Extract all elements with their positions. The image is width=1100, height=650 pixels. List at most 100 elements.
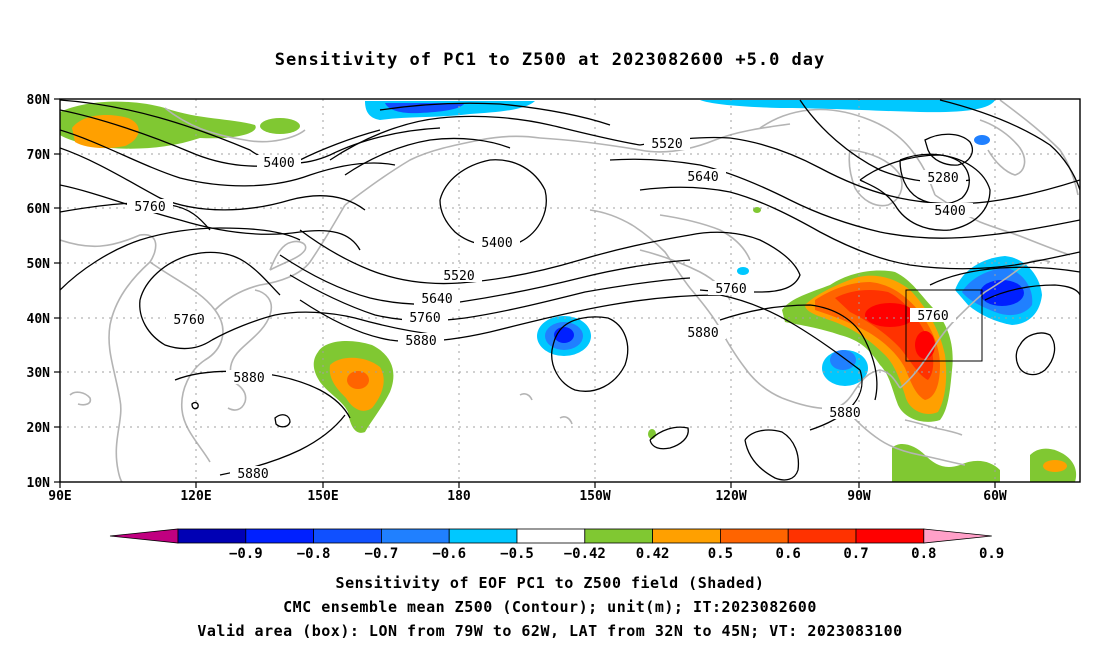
colorbar-extend-low <box>109 528 179 544</box>
contour-label: 5760 <box>127 199 173 215</box>
svg-text:5280: 5280 <box>927 171 958 186</box>
map-title: Sensitivity of PC1 to Z500 at 2023082600… <box>274 50 826 70</box>
lon-label: 180 <box>447 489 471 504</box>
lat-label: 50N <box>27 257 51 272</box>
colorbar-tick-label: 0.6 <box>776 546 801 562</box>
svg-text:5760: 5760 <box>715 282 746 297</box>
svg-text:5880: 5880 <box>233 371 264 386</box>
colorbar-tick-label: −0.7 <box>365 546 399 562</box>
lat-label: 70N <box>27 148 51 163</box>
shade-negative-ne-small <box>974 135 990 145</box>
lat-label: 60N <box>27 202 51 217</box>
contour-label: 5400 <box>474 235 520 251</box>
lon-label: 120E <box>180 489 211 504</box>
lon-label: 60W <box>983 489 1007 504</box>
colorbar-tick-label: −0.9 <box>229 546 263 562</box>
contour-label: 5880 <box>398 333 444 349</box>
shade-negative-north-core <box>385 103 465 114</box>
contour-label: 5880 <box>230 466 276 482</box>
colorbar-segment <box>720 528 789 544</box>
tick-marks <box>54 98 996 488</box>
shade-negative-small-a <box>737 267 749 275</box>
gridlines <box>60 99 1080 482</box>
contour-label: 5760 <box>910 308 956 324</box>
svg-text:5640: 5640 <box>687 170 718 185</box>
shade-positive-wpac-core <box>347 371 369 389</box>
svg-text:5880: 5880 <box>237 467 268 482</box>
longitude-labels: 90E 120E 150E 180 150W 120W 90W 60W <box>48 489 1007 504</box>
lat-label: 80N <box>27 93 51 108</box>
map-plot-area <box>60 99 1080 482</box>
contour-label: 5760 <box>402 310 448 326</box>
shade-positive-atl-se-core <box>1043 460 1067 472</box>
colorbar-tick-label: −0.5 <box>500 546 534 562</box>
lon-label: 150W <box>579 489 610 504</box>
colorbar-segment <box>855 528 925 544</box>
colorbar-tick-label: −0.6 <box>432 546 466 562</box>
svg-text:5520: 5520 <box>651 137 682 152</box>
contour-label: 5520 <box>644 136 690 152</box>
contour-label: 5880 <box>226 370 272 386</box>
colorbar-segment <box>584 528 653 544</box>
contour-label: 5880 <box>680 325 726 341</box>
contour-label: 5760 <box>166 312 212 328</box>
contour-label: 5640 <box>680 169 726 185</box>
contour-label: 5640 <box>414 291 460 307</box>
lat-label: 10N <box>27 476 51 491</box>
lat-label: 40N <box>27 312 51 327</box>
svg-text:5400: 5400 <box>934 204 965 219</box>
svg-text:5760: 5760 <box>409 311 440 326</box>
contour-labels: 5400 5520 5640 5280 5400 5760 5400 5520 … <box>127 136 973 482</box>
shade-positive-us-core4 <box>915 331 935 359</box>
svg-text:5880: 5880 <box>405 334 436 349</box>
contour-label: 5760 <box>708 281 754 297</box>
contour-label: 5520 <box>436 268 482 284</box>
shade-negative-ne <box>700 100 995 113</box>
shade-negative-gulf-core <box>830 350 856 370</box>
shade-positive-nw-small <box>260 118 300 134</box>
shade-positive-us-core3 <box>865 303 915 327</box>
colorbar-segment <box>313 528 382 544</box>
svg-text:5880: 5880 <box>829 406 860 421</box>
lon-label: 120W <box>715 489 746 504</box>
colorbar-tick-label: 0.5 <box>708 546 733 562</box>
contour-label: 5880 <box>822 405 868 421</box>
colorbar-tick-label: 0.9 <box>979 546 1004 562</box>
lat-label: 20N <box>27 421 51 436</box>
svg-text:5880: 5880 <box>687 326 718 341</box>
contour-label: 5400 <box>257 155 301 171</box>
colorbar-tick-label: 0.7 <box>843 546 868 562</box>
colorbar-segment <box>516 528 586 544</box>
contour-label: 5400 <box>927 203 973 219</box>
svg-text:5400: 5400 <box>481 236 512 251</box>
colorbar-tick-label: −0.8 <box>297 546 331 562</box>
lat-label: 30N <box>27 366 51 381</box>
colorbar-segment <box>177 528 247 544</box>
caption-line-1: Sensitivity of EOF PC1 to Z500 field (Sh… <box>335 574 765 592</box>
colorbar-segment <box>787 528 857 544</box>
valid-area-box <box>905 289 983 362</box>
svg-text:5400: 5400 <box>263 156 294 171</box>
lon-label: 150E <box>307 489 338 504</box>
colorbar-extend-high <box>923 528 992 544</box>
colorbar-segment <box>652 528 721 544</box>
colorbar: −0.9 −0.8 −0.7 −0.6 −0.5 −0.42 0.42 0.5 0.6 0.7 0.… <box>109 528 1004 562</box>
lon-label: 90W <box>847 489 871 504</box>
caption-line-3: Valid area (box): LON from 79W to 62W, L… <box>197 622 903 640</box>
latitude-labels: 80N 70N 60N 50N 40N 30N 20N 10N <box>27 93 51 491</box>
svg-text:5760: 5760 <box>173 313 204 328</box>
colorbar-segment <box>448 528 518 544</box>
colorbar-segment <box>380 528 450 544</box>
svg-text:5760: 5760 <box>917 309 948 324</box>
svg-text:5520: 5520 <box>443 269 474 284</box>
svg-text:5640: 5640 <box>421 292 452 307</box>
lon-label: 90E <box>48 489 71 504</box>
colorbar-tick-label: 0.42 <box>636 546 670 562</box>
shade-positive-carib <box>892 444 1000 482</box>
svg-text:5760: 5760 <box>134 200 165 215</box>
colorbar-segment <box>245 528 315 544</box>
contour-label: 5280 <box>920 170 966 186</box>
caption-line-2: CMC ensemble mean Z500 (Contour); unit(m… <box>283 598 817 616</box>
coastlines <box>60 99 1079 482</box>
